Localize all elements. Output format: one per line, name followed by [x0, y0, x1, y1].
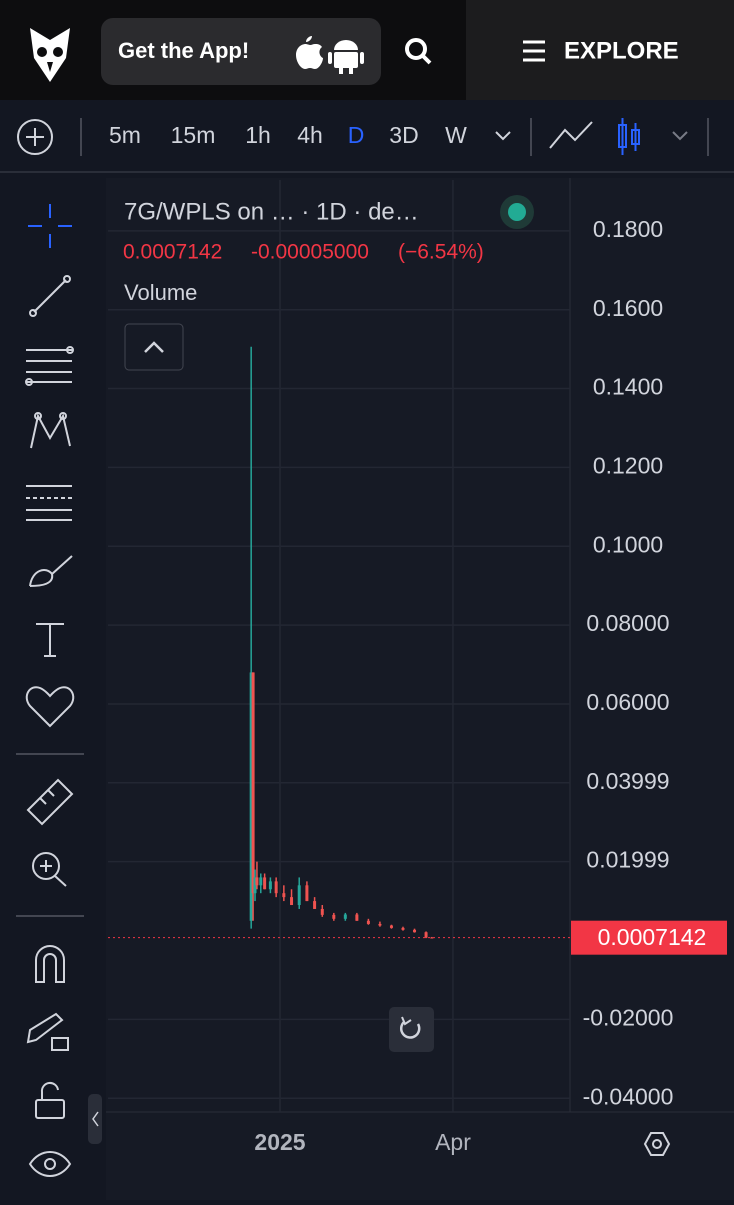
candle-body — [274, 881, 278, 894]
interval-button[interactable]: 4h — [297, 122, 323, 148]
interval-button[interactable]: W — [445, 122, 467, 148]
candle-body — [249, 672, 253, 921]
candle-body — [378, 923, 382, 926]
brush-tool[interactable] — [29, 555, 73, 587]
intervals: 5m 15m 1h 4h D 3D W — [109, 122, 467, 148]
interval-button[interactable]: 5m — [109, 122, 141, 148]
collapse-button[interactable] — [88, 1094, 102, 1144]
interval-button[interactable]: 15m — [171, 122, 216, 148]
sidebar-tools — [16, 204, 84, 1177]
candle-body — [290, 897, 294, 906]
interval-button[interactable]: D — [348, 122, 365, 148]
price-change-pct: (−6.54%) — [398, 241, 484, 264]
y-tick-label: 0.1600 — [593, 295, 663, 321]
y-tick-label: -0.04000 — [583, 1083, 674, 1109]
candle-body — [255, 877, 259, 886]
candle-body — [313, 901, 317, 909]
apple-icon — [296, 36, 323, 69]
y-tick-label: 0.1800 — [593, 216, 663, 242]
candle-body — [297, 885, 301, 906]
status-dot — [508, 203, 526, 221]
reset-icon-arrow — [401, 1016, 412, 1026]
pattern-tool[interactable] — [30, 412, 71, 449]
ruler-tool[interactable] — [26, 778, 74, 826]
y-tick-label: 0.1000 — [593, 531, 663, 557]
lock-drawing-tool[interactable] — [26, 1012, 69, 1051]
text-tool[interactable] — [36, 623, 64, 657]
toolbar — [0, 100, 734, 172]
zoom-tool[interactable] — [32, 852, 67, 887]
forecast-tool[interactable] — [26, 485, 72, 521]
reset-icon — [399, 1021, 421, 1039]
volume-label: Volume — [124, 280, 197, 305]
collapse-arrow — [92, 1111, 99, 1127]
chart-type-dropdown[interactable] — [672, 131, 688, 141]
candle-body — [343, 914, 347, 919]
last-price: 0.0007142 — [123, 241, 222, 264]
y-tick-label: 0.03999 — [586, 768, 669, 794]
explore-button[interactable]: EXPLORE — [564, 37, 679, 64]
y-tick-label: 0.1400 — [593, 374, 663, 400]
y-tick-label: 0.08000 — [586, 610, 669, 636]
candle-body — [320, 908, 324, 915]
y-tick-label: 0.06000 — [586, 689, 669, 715]
y-tick-label: 0.01999 — [586, 847, 669, 873]
plot: -0.04000 -0.02000 0.01999 0.03999 0.06000 0.0… — [108, 180, 727, 1155]
interval-button[interactable]: 3D — [389, 122, 418, 148]
candle-body — [253, 877, 257, 894]
last-price-tag-label: 0.0007142 — [598, 924, 707, 950]
candle-body — [268, 881, 272, 890]
lock-tool[interactable] — [35, 1081, 65, 1119]
candle-chart-button[interactable] — [618, 118, 640, 155]
settings-button[interactable] — [643, 1132, 671, 1156]
interval-dropdown[interactable] — [495, 131, 511, 141]
favorites-tool[interactable] — [25, 686, 75, 728]
eye-tool[interactable] — [28, 1151, 72, 1177]
collapse-legend-arrow — [144, 341, 164, 353]
candle-body — [251, 672, 255, 894]
candle-body — [413, 929, 417, 933]
trend-line-tool[interactable] — [29, 275, 71, 317]
explore-bg — [466, 0, 734, 100]
candle-body — [401, 927, 405, 930]
interval-button[interactable]: 1h — [245, 122, 271, 148]
logo — [30, 28, 70, 82]
magnet-tool[interactable] — [35, 945, 65, 983]
candle-body — [305, 885, 309, 902]
candle-body — [332, 914, 336, 919]
candle-body — [389, 925, 393, 928]
crosshair-tool[interactable] — [28, 204, 72, 248]
add-button[interactable] — [17, 119, 53, 155]
get-app-text: Get the App! — [118, 38, 249, 63]
x-tick-label: 2025 — [254, 1129, 305, 1155]
y-tick-label: 0.1200 — [593, 452, 663, 478]
reset-button[interactable] — [389, 1007, 434, 1052]
candle-body — [366, 920, 370, 924]
menu-icon — [523, 40, 545, 62]
candle-body — [355, 914, 359, 921]
last-price-tag — [571, 920, 727, 955]
candle-body — [424, 932, 428, 938]
price-change: -0.00005000 — [251, 241, 369, 264]
fib-tool[interactable] — [25, 346, 74, 386]
candle-body — [263, 877, 267, 890]
line-chart-button[interactable] — [549, 121, 593, 149]
search-button[interactable] — [405, 38, 432, 65]
collapse-legend-button[interactable] — [124, 323, 184, 371]
candle-body — [259, 877, 263, 886]
android-icon — [328, 40, 364, 74]
y-tick-label: -0.02000 — [583, 1004, 674, 1030]
chart-title: 7G/WPLS on … · 1D · de… — [124, 198, 419, 225]
candle-body — [282, 893, 286, 898]
get-app-button[interactable] — [101, 18, 381, 85]
candle-body — [430, 937, 434, 939]
x-tick-label: Apr — [435, 1129, 471, 1155]
sidebar — [0, 174, 100, 1200]
